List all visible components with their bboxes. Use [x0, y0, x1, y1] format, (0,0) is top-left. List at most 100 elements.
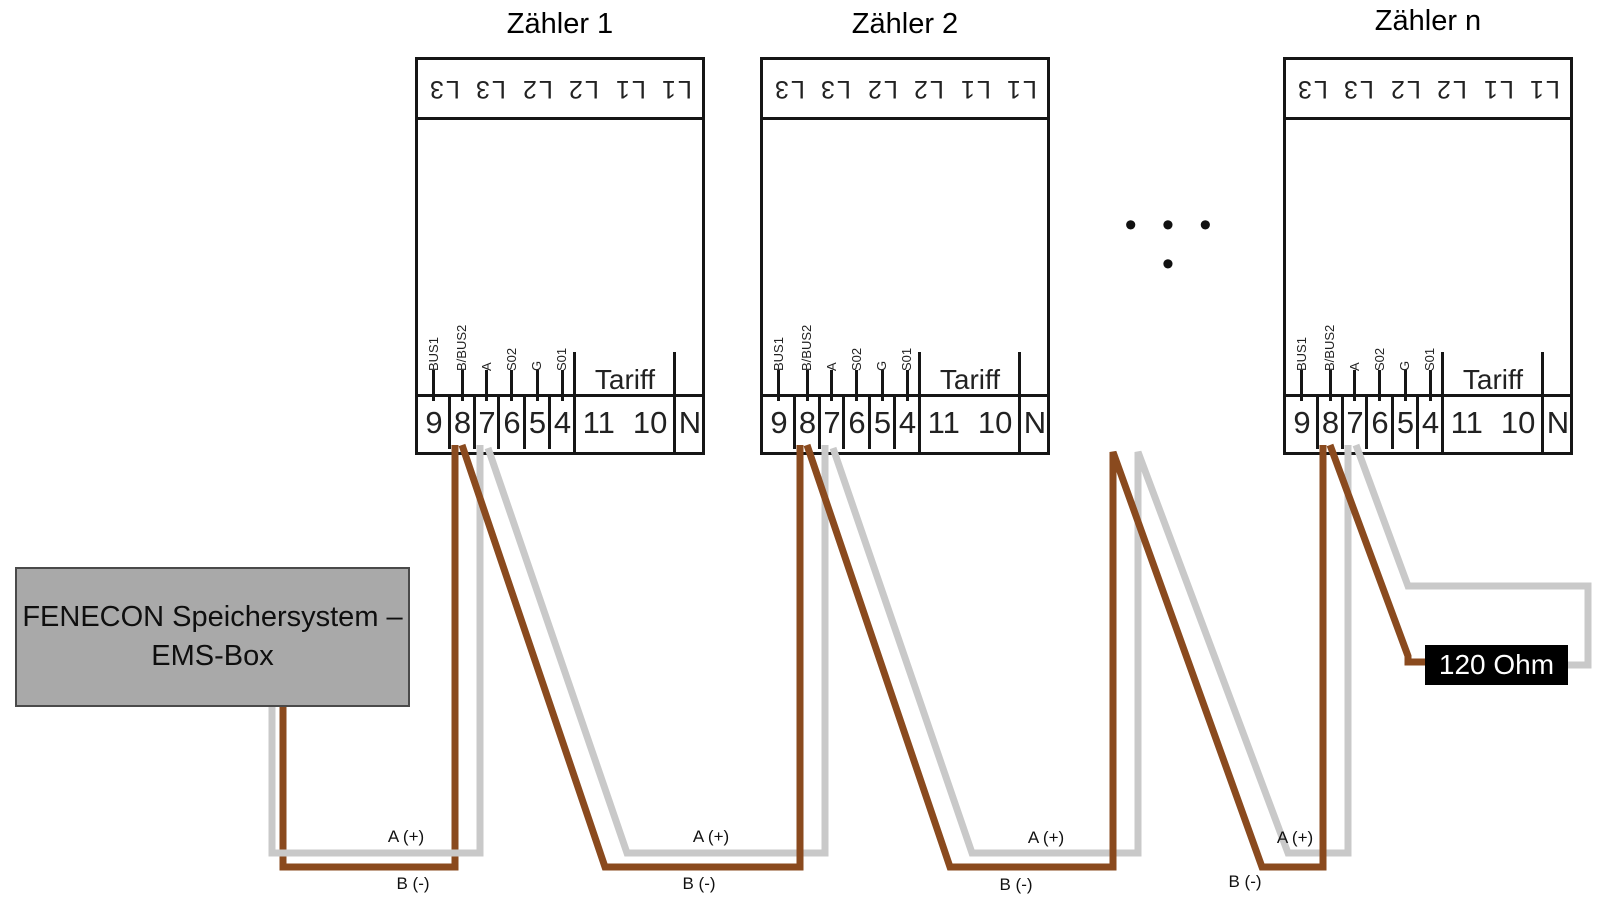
- metern-title: Zähler n: [1374, 5, 1482, 37]
- terminal-tick: [855, 370, 858, 401]
- terminal-tick: [1300, 370, 1303, 401]
- terminal-n: N: [678, 405, 702, 440]
- cell-divider: [497, 397, 500, 449]
- tariff-label: Tariff: [939, 364, 1001, 395]
- terminal-tick: [1353, 370, 1356, 401]
- terminal-10: 10: [977, 405, 1013, 440]
- terminal-tick: [536, 370, 539, 401]
- cell-divider: [1341, 397, 1344, 449]
- cell-divider: [818, 397, 821, 449]
- cell-divider: [1316, 397, 1319, 449]
- terminal-4: 4: [1421, 405, 1440, 440]
- meter-box-zaehler-2: L3 L3 L2 L2 L1 L1 BUS1 B/BUS2 A S02 G S0…: [760, 57, 1050, 455]
- wire-b-metern-to-resistor: [1326, 443, 1432, 666]
- terminal-8: 8: [1321, 405, 1340, 440]
- terminal-number-row: 9 8 7 6 5 4 11 10 N: [418, 394, 702, 452]
- wire-label-b-minus-4: B (-): [1228, 872, 1262, 891]
- terminal-8: 8: [453, 405, 472, 440]
- terminal-tick: [510, 370, 513, 401]
- cell-divider: [548, 397, 551, 449]
- wire-label-a-plus-1: A (+): [387, 827, 425, 846]
- wire-a-ems-to-meter1: [268, 445, 484, 857]
- wire-b-meter1-to-meter2: [458, 443, 804, 871]
- terminal-tick: [1404, 370, 1407, 401]
- tariff-label: Tariff: [1462, 364, 1524, 395]
- terminal-11: 11: [1450, 405, 1483, 440]
- terminal-7: 7: [478, 405, 496, 440]
- cell-divider: [473, 397, 476, 449]
- terminal-5: 5: [528, 405, 547, 440]
- terminal-4: 4: [553, 405, 572, 440]
- resistor-label: 120 Ohm: [1438, 649, 1555, 680]
- ems-box: FENECON Speichersystem – EMS-Box: [15, 567, 410, 707]
- ems-box-title-line2: EMS-Box: [151, 640, 274, 672]
- wire-a-metern-to-resistor: [1352, 443, 1592, 669]
- meter2-title: Zähler 2: [851, 8, 959, 40]
- cell-divider: [842, 397, 845, 449]
- terminal-tick: [561, 370, 564, 401]
- cell-divider: [1391, 397, 1394, 449]
- terminal-6: 6: [1371, 405, 1389, 440]
- meter1-title: Zähler 1: [506, 8, 614, 40]
- continuation-dots: • • • •: [1124, 206, 1220, 283]
- wire-label-b-minus-3: B (-): [999, 875, 1033, 894]
- terminal-tick: [461, 370, 464, 401]
- terminal-5: 5: [873, 405, 892, 440]
- wire-label-a-plus-4: A (+): [1276, 828, 1314, 847]
- terminal-number-row: 9 8 7 6 5 4 11 10 N: [1286, 394, 1570, 452]
- wire-a-meter2-to-metern: [829, 445, 1352, 857]
- terminal-9: 9: [425, 405, 443, 440]
- cell-divider: [793, 397, 796, 449]
- terminal-tick: [1329, 370, 1332, 401]
- terminal-tick: [906, 370, 909, 401]
- tariff-label: Tariff: [594, 364, 656, 395]
- wire-label-b-minus-1: B (-): [396, 874, 430, 893]
- cell-divider: [893, 397, 896, 449]
- terminal-tick: [432, 370, 435, 401]
- tariff-divider: [1018, 352, 1021, 455]
- tariff-terminals: 11 10: [1443, 397, 1543, 449]
- cell-divider: [1365, 397, 1368, 449]
- wire-b-meter2-to-metern: [803, 443, 1327, 871]
- wire-label-b-minus-2: B (-): [682, 874, 716, 893]
- terminal-tick: [1429, 370, 1432, 401]
- terminal-6: 6: [848, 405, 866, 440]
- terminal-9: 9: [1293, 405, 1311, 440]
- phase-terminal-strip: L3 L3 L2 L2 L1 L1: [418, 60, 702, 120]
- phase-terminal-strip: L3 L3 L2 L2 L1 L1: [763, 60, 1047, 120]
- tariff-divider: [673, 352, 676, 455]
- tariff-divider: [918, 352, 921, 455]
- terminal-7: 7: [1346, 405, 1364, 440]
- tariff-terminals: 11 10: [575, 397, 675, 449]
- phase-terminal-strip: L3 L3 L2 L2 L1 L1: [1286, 60, 1570, 120]
- termination-resistor: 120 Ohm: [1425, 645, 1568, 685]
- meter-box-zaehler-n: L3 L3 L2 L2 L1 L1 BUS1 B/BUS2 A S02 G S0…: [1283, 57, 1573, 455]
- terminal-tick: [485, 370, 488, 401]
- wire-label-a-plus-2: A (+): [692, 827, 730, 846]
- terminal-4: 4: [898, 405, 917, 440]
- wire-label-a-plus-3: A (+): [1027, 828, 1065, 847]
- cell-divider: [1416, 397, 1419, 449]
- terminal-8: 8: [798, 405, 817, 440]
- terminal-6: 6: [503, 405, 521, 440]
- tariff-terminals: 11 10: [920, 397, 1020, 449]
- terminal-10: 10: [632, 405, 668, 440]
- terminal-9: 9: [770, 405, 788, 440]
- terminal-tick: [806, 370, 809, 401]
- terminal-number-row: 9 8 7 6 5 4 11 10 N: [763, 394, 1047, 452]
- cell-divider: [868, 397, 871, 449]
- terminal-7: 7: [823, 405, 841, 440]
- terminal-11: 11: [582, 405, 615, 440]
- terminal-n: N: [1546, 405, 1570, 440]
- terminal-n: N: [1023, 405, 1047, 440]
- wire-b-ems-to-meter1: [279, 445, 459, 871]
- terminal-11: 11: [927, 405, 960, 440]
- terminal-10: 10: [1500, 405, 1536, 440]
- tariff-divider: [1441, 352, 1444, 455]
- terminal-tick: [777, 370, 780, 401]
- terminal-tick: [830, 370, 833, 401]
- meter-box-zaehler-1: L3 L3 L2 L2 L1 L1 BUS1 B/BUS2 A S02 G S0…: [415, 57, 705, 455]
- cell-divider: [523, 397, 526, 449]
